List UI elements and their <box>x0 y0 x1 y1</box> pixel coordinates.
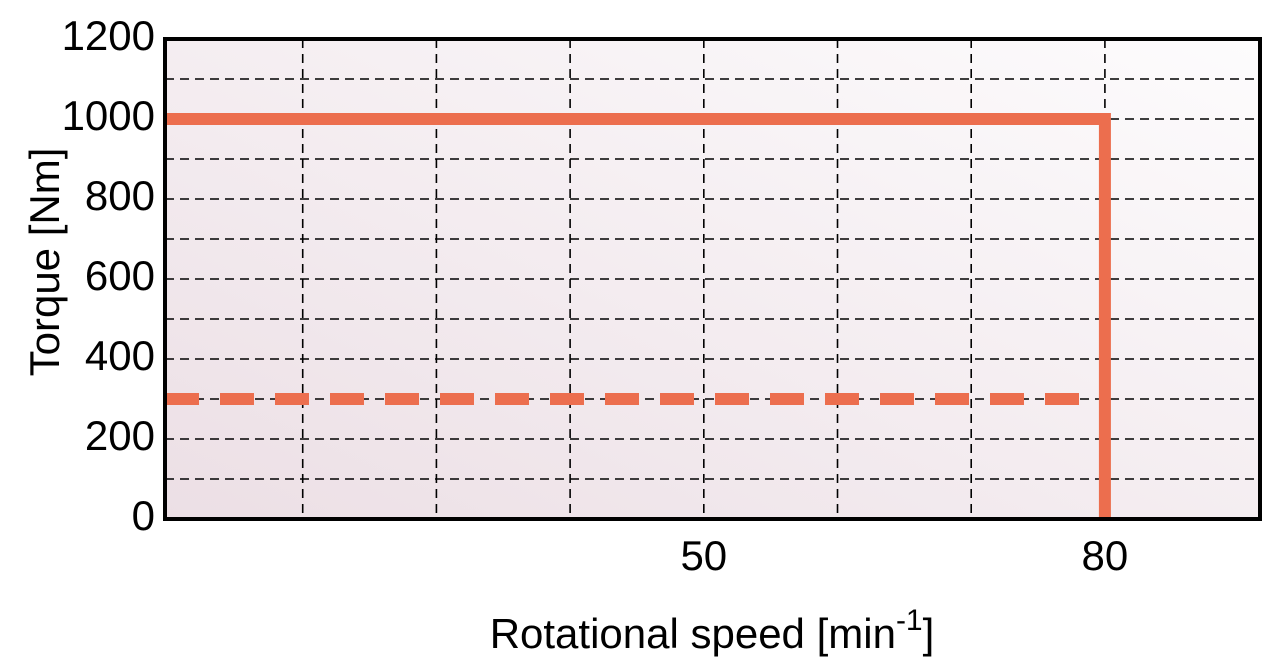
x-axis-label-end: ] <box>923 610 935 657</box>
x-tick-label: 80 <box>1082 532 1129 579</box>
y-tick-label: 800 <box>85 172 155 219</box>
x-axis-label-text: Rotational speed [min <box>490 610 896 657</box>
y-tick-label: 0 <box>132 492 155 539</box>
y-tick-label: 200 <box>85 412 155 459</box>
x-axis-label: Rotational speed [min-1] <box>490 604 935 657</box>
y-tick-label: 400 <box>85 332 155 379</box>
data-line <box>165 113 1111 519</box>
x-axis-label-sup: -1 <box>896 604 923 637</box>
y-tick-label: 600 <box>85 252 155 299</box>
plot-frame <box>163 37 1262 521</box>
y-tick-label: 1000 <box>62 92 155 139</box>
y-axis-label: Torque [Nm] <box>21 148 68 377</box>
x-tick-label: 50 <box>680 532 727 579</box>
y-tick-label: 1200 <box>62 12 155 59</box>
